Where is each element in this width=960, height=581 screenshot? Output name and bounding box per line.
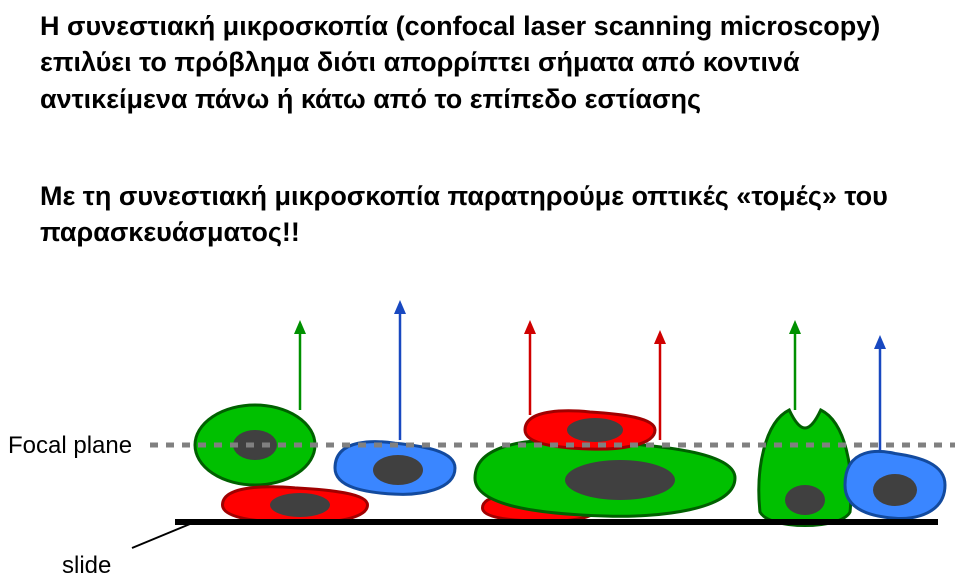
arrow-head-0 [294,320,306,334]
arrow-head-2 [524,320,536,334]
arrow-head-4 [789,320,801,334]
arrow-head-5 [874,335,886,349]
diagram-svg [0,0,960,581]
nucleus-red-bottom-left [270,493,330,517]
nucleus-green-big-mid [565,460,675,500]
nucleus-red-top-mid [567,418,623,442]
nucleus-green-top-left [233,430,277,460]
page: Η συνεστιακή μικροσκοπία (confocal laser… [0,0,960,581]
arrow-head-3 [654,330,666,344]
nucleus-green-tall-right [785,485,825,515]
slide-pointer [132,524,190,548]
cells-layer [195,405,945,526]
nucleus-blue-right [873,474,917,506]
arrow-head-1 [394,300,406,314]
nucleus-blue-mid-left [373,455,423,485]
